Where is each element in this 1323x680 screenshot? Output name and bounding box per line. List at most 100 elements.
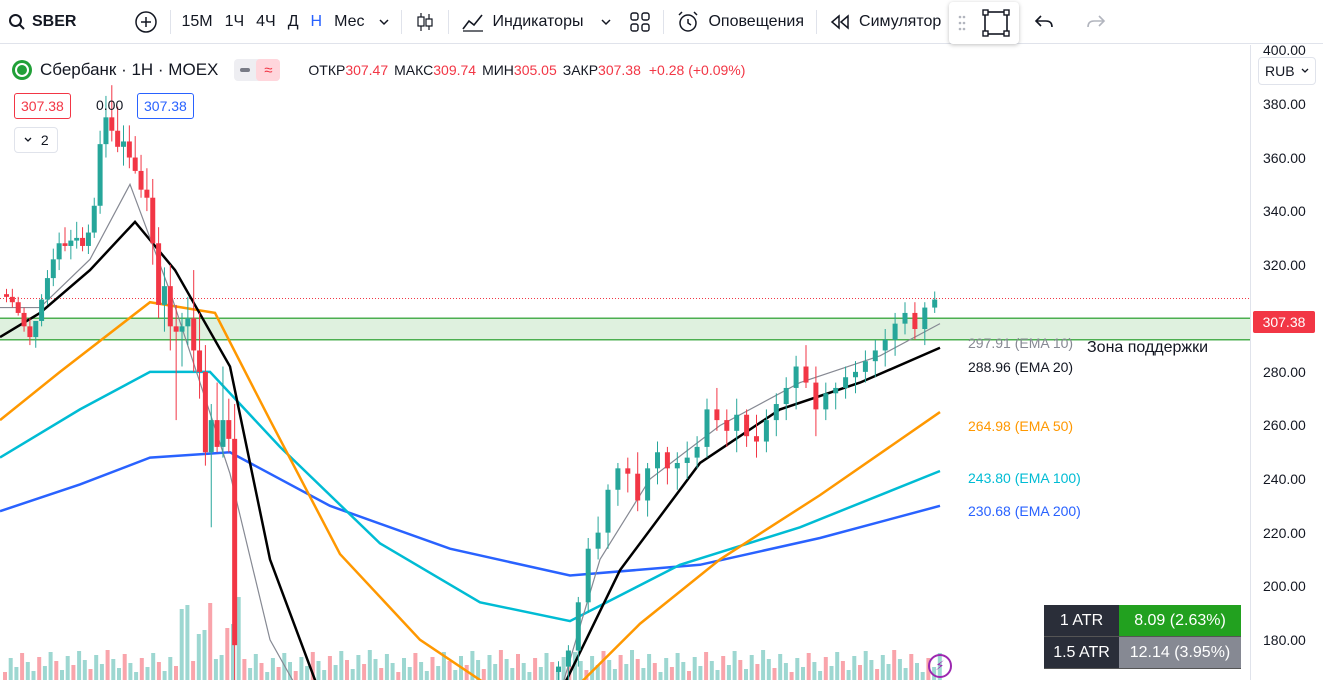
volume-bar: [481, 669, 486, 680]
volume-bar: [379, 668, 384, 680]
volume-bar: [823, 657, 828, 680]
change-value: +0.28 (+0.09%): [648, 62, 746, 78]
volume-bar: [840, 661, 845, 680]
candle-body: [625, 468, 631, 474]
indicators-icon: [461, 14, 483, 32]
volume-bar: [88, 669, 93, 680]
volume-bar: [772, 668, 777, 680]
candle-body: [62, 243, 68, 246]
currency-selector[interactable]: RUB: [1258, 57, 1316, 85]
price-tick-label: 220.00: [1263, 524, 1306, 541]
drawing-toolbar-box[interactable]: [949, 1, 1020, 44]
volume-bar: [675, 653, 680, 680]
timeframe-5[interactable]: Мес: [334, 12, 365, 30]
price-tick-label: 280.00: [1263, 363, 1306, 380]
indicators-collapse-button[interactable]: 2: [14, 127, 58, 153]
candle-body: [585, 548, 591, 603]
candle-body: [684, 457, 690, 463]
indicators-dropdown[interactable]: [591, 0, 621, 44]
price-tick-label: 360.00: [1263, 149, 1306, 166]
sber-logo: [12, 60, 32, 80]
ema50-line: [0, 300, 941, 680]
timeframe-dropdown[interactable]: [371, 0, 397, 44]
alerts-label: Оповещения: [708, 12, 805, 30]
ema200-line: [0, 450, 941, 577]
volume-bar: [322, 670, 327, 680]
volume-bar: [812, 662, 817, 680]
volume-bar: [852, 656, 857, 680]
candle-body: [9, 296, 15, 303]
candle-body: [763, 420, 769, 442]
volume-bar: [863, 651, 868, 680]
candle-body: [132, 157, 138, 171]
timeframe-0[interactable]: 15М: [181, 12, 213, 30]
candle-body: [724, 420, 730, 431]
candles-icon: [416, 12, 433, 31]
simulator-button[interactable]: Симулятор: [821, 0, 949, 44]
volume-bar: [48, 652, 53, 680]
timeframe-3[interactable]: Д: [287, 12, 299, 30]
volume-bar: [652, 663, 657, 680]
indicators-button[interactable]: Индикаторы: [453, 0, 592, 44]
volume-bar: [886, 664, 891, 680]
volume-bar: [339, 651, 344, 680]
alerts-button[interactable]: Оповещения: [668, 0, 812, 44]
volume-bar: [715, 670, 720, 680]
volume-bar: [71, 665, 76, 680]
lightning-icon[interactable]: ⚡: [928, 654, 952, 678]
candle-body: [565, 650, 571, 667]
candle-body: [50, 259, 56, 279]
price-tick-label: 180.00: [1263, 631, 1306, 648]
volume-bar: [635, 659, 640, 680]
symbol-search-button[interactable]: SBER: [0, 0, 84, 44]
fullscreen-select-icon[interactable]: [981, 8, 1011, 38]
candle-body: [754, 436, 759, 442]
timeframe-2[interactable]: 4Ч: [256, 12, 276, 30]
timeframe-4[interactable]: Н: [310, 12, 323, 30]
undo-button[interactable]: [1025, 0, 1063, 44]
chart-area[interactable]: 400.00380.00360.00340.00320.00300.00280.…: [0, 42, 1323, 680]
simulator-label: Симулятор: [859, 12, 942, 30]
top-toolbar: SBER 15М 1Ч 4Ч Д Н Мес Индикаторы Оповещения …: [0, 0, 1323, 44]
atr-key: 1.5 ATR: [1044, 637, 1119, 669]
price-axis[interactable]: 400.00380.00360.00340.00320.00300.00280.…: [1250, 42, 1323, 680]
volume-bar: [288, 662, 292, 680]
volume-bar: [117, 668, 121, 680]
volume-bar: [920, 672, 925, 680]
volume-bar: [783, 663, 788, 680]
volume-bar: [179, 609, 184, 680]
timeframe-1[interactable]: 1Ч: [224, 12, 245, 30]
candle-body: [208, 420, 214, 453]
volume-bar: [527, 672, 532, 680]
redo-button[interactable]: [1077, 0, 1115, 44]
chevron-down-icon: [1301, 68, 1309, 73]
candle-body: [103, 117, 109, 145]
support-zone: [0, 318, 1250, 340]
volume-bar: [31, 671, 36, 680]
chart-plot[interactable]: [0, 45, 1250, 680]
legend-title[interactable]: Сбербанк · 1Н · MOEX: [40, 60, 219, 79]
candlestick-chart[interactable]: [0, 45, 1250, 680]
volume-bar: [897, 659, 902, 680]
bid-price-box[interactable]: 307.38: [14, 93, 71, 119]
chevron-down-icon: [24, 137, 32, 142]
ema50-label: 264.98 (EMA 50): [968, 418, 1074, 434]
ask-price-box[interactable]: 307.38: [137, 93, 194, 119]
candle-body: [121, 141, 126, 147]
volume-bar: [510, 668, 515, 680]
layouts-button[interactable]: [621, 0, 659, 44]
ema200-label: 230.68 (EMA 200): [968, 503, 1081, 519]
volume-bar: [915, 663, 919, 680]
volume-bar: [738, 660, 743, 680]
ema10-line: [0, 182, 941, 680]
candle-body: [109, 117, 115, 131]
timeframe-group: 15М 1Ч 4Ч Д Н Мес: [175, 0, 370, 44]
chart-type-button[interactable]: [406, 0, 444, 44]
volume-bar: [744, 669, 748, 680]
compare-add-button[interactable]: [126, 0, 166, 44]
volume-bar: [196, 634, 201, 680]
candle-body: [191, 318, 197, 351]
candle-body: [197, 350, 203, 372]
price-tick-label: 320.00: [1263, 256, 1306, 273]
status-pill[interactable]: ≈: [234, 59, 281, 81]
